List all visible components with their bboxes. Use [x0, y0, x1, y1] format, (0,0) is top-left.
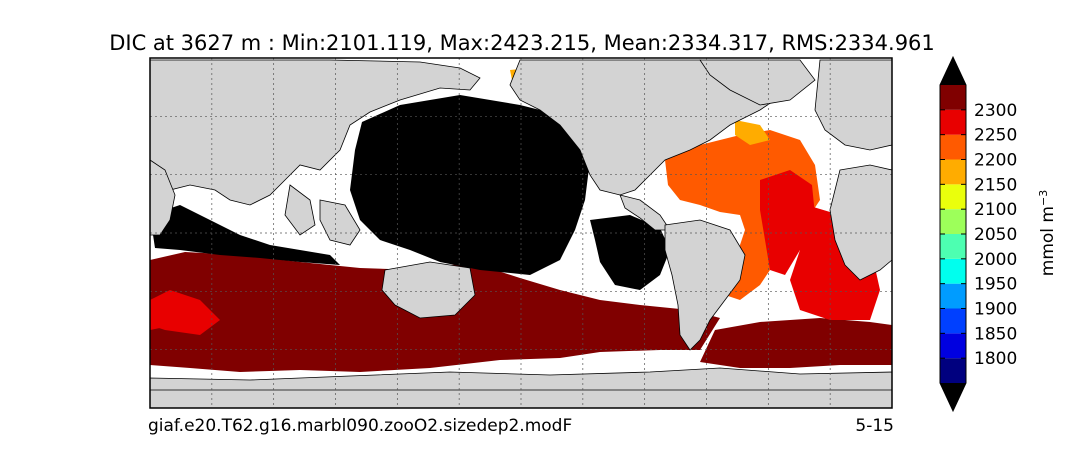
land-mass — [619, 194, 671, 231]
date-range-label: 5-15 — [855, 416, 894, 436]
colorbar-segment — [940, 85, 966, 110]
colorbar-tick-label: 1950 — [974, 275, 1017, 295]
colorbar-segment — [940, 134, 966, 160]
colorbar-outline — [939, 55, 967, 413]
colorbar-segment — [940, 283, 966, 309]
land-mass — [149, 59, 481, 206]
colorbar-segment — [940, 109, 966, 135]
colorbar-segment — [940, 308, 966, 334]
colorbar-tick-label: 1850 — [974, 324, 1017, 344]
land-mass — [829, 164, 893, 281]
colorbar-segment — [940, 333, 966, 359]
colorbar-tick-label: 2050 — [974, 225, 1017, 245]
indian-ocean-field — [150, 205, 340, 265]
land-mass — [319, 199, 361, 246]
land-mass — [381, 261, 476, 319]
colorbar-tick-label: 2200 — [974, 151, 1017, 171]
colorbar-ticks: 1800 1850 1900 1950 2000 2050 2100 2150 2200 2250… — [940, 101, 1017, 369]
colorbar-label: mmol m−3 — [1037, 190, 1059, 276]
colorbar-label-exponent: −3 — [1037, 190, 1050, 206]
colorbar-tick-label: 1900 — [974, 300, 1017, 320]
colorbar-label-unit: mmol m — [1038, 206, 1058, 276]
colorbar-tick-label: 2100 — [974, 200, 1017, 220]
colorbar-extend-min — [940, 383, 966, 411]
east-pacific-field — [590, 215, 670, 290]
map-gridlines — [150, 58, 892, 408]
land-mass — [664, 219, 746, 351]
colorbar-segment — [940, 234, 966, 259]
run-name-label: giaf.e20.T62.g16.marbl090.zooO2.sizedep2… — [148, 416, 572, 436]
colorbar-segment — [940, 209, 966, 234]
mid-atlantic-ridge-field — [760, 170, 815, 275]
colorbar-tick-label: 2150 — [974, 175, 1017, 195]
colorbar-segment — [940, 159, 966, 185]
colorbar-tick-label: 2300 — [974, 101, 1017, 121]
colorbar-segment — [940, 184, 966, 210]
map-panel — [149, 57, 893, 409]
colorbar — [939, 55, 967, 413]
land-mass — [699, 59, 816, 106]
west-edge-red — [150, 305, 175, 330]
north-pacific-field — [350, 95, 590, 275]
colorbar-extend-max — [940, 57, 966, 85]
colorbar-tick-label: 2000 — [974, 250, 1017, 270]
colorbar-tick-label: 2250 — [974, 126, 1017, 146]
map-frame — [149, 57, 893, 409]
southern-atlantic-field — [700, 318, 892, 368]
north-atlantic-field — [665, 130, 820, 300]
colorbar-segment — [940, 258, 966, 284]
colorbar-tick-label: 1800 — [974, 349, 1017, 369]
colorbar-segment — [940, 358, 966, 383]
south-atlantic-field — [790, 200, 880, 320]
labrador-field — [735, 120, 770, 145]
chart-title: DIC at 3627 m : Min:2101.119, Max:2423.2… — [109, 31, 935, 55]
land-mass — [284, 184, 316, 236]
